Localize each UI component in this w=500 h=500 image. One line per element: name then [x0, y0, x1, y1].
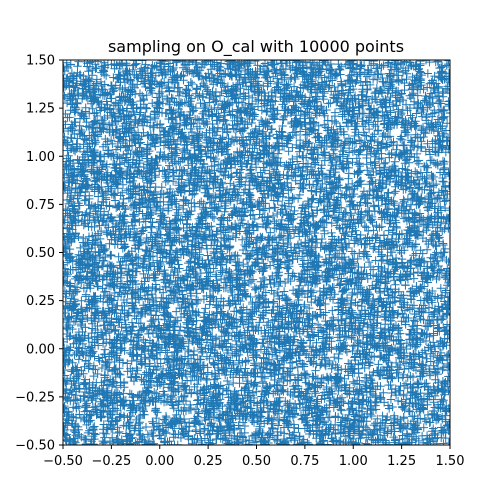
y-tick-label: 0.50: [26, 246, 55, 261]
chart-title: sampling on O_cal with 10000 points: [108, 37, 404, 57]
y-tick-label: 1.50: [26, 54, 55, 69]
x-tick-label: 0.25: [194, 454, 223, 469]
y-tick-label: 0.25: [26, 294, 55, 309]
y-tick-label: 1.00: [26, 150, 55, 165]
x-axis: −0.50 −0.25 0.00 0.25 0.50 0.75 1.00 1.25 1.50: [43, 445, 464, 469]
x-tick-label: −0.50: [43, 454, 83, 469]
points-layer: [63, 60, 450, 445]
y-tick-label: −0.50: [15, 439, 55, 454]
x-tick-label: −0.25: [91, 454, 131, 469]
data-point: [81, 195, 91, 205]
data-point: [326, 98, 335, 108]
y-tick-label: 0.00: [26, 342, 55, 357]
y-axis: −0.50 −0.25 0.00 0.25 0.50 0.75 1.00 1.25 1.50: [15, 54, 63, 454]
x-tick-label: 0.75: [290, 454, 319, 469]
x-tick-label: 0.50: [242, 454, 271, 469]
x-tick-label: 0.00: [145, 454, 174, 469]
data-point-cloud: [63, 60, 450, 445]
x-tick-label: 1.25: [387, 454, 416, 469]
y-tick-label: 0.75: [26, 198, 55, 213]
x-tick-label: 1.00: [339, 454, 368, 469]
y-tick-label: 1.25: [26, 102, 55, 117]
y-tick-label: −0.25: [15, 390, 55, 405]
x-tick-label: 1.50: [436, 454, 465, 469]
